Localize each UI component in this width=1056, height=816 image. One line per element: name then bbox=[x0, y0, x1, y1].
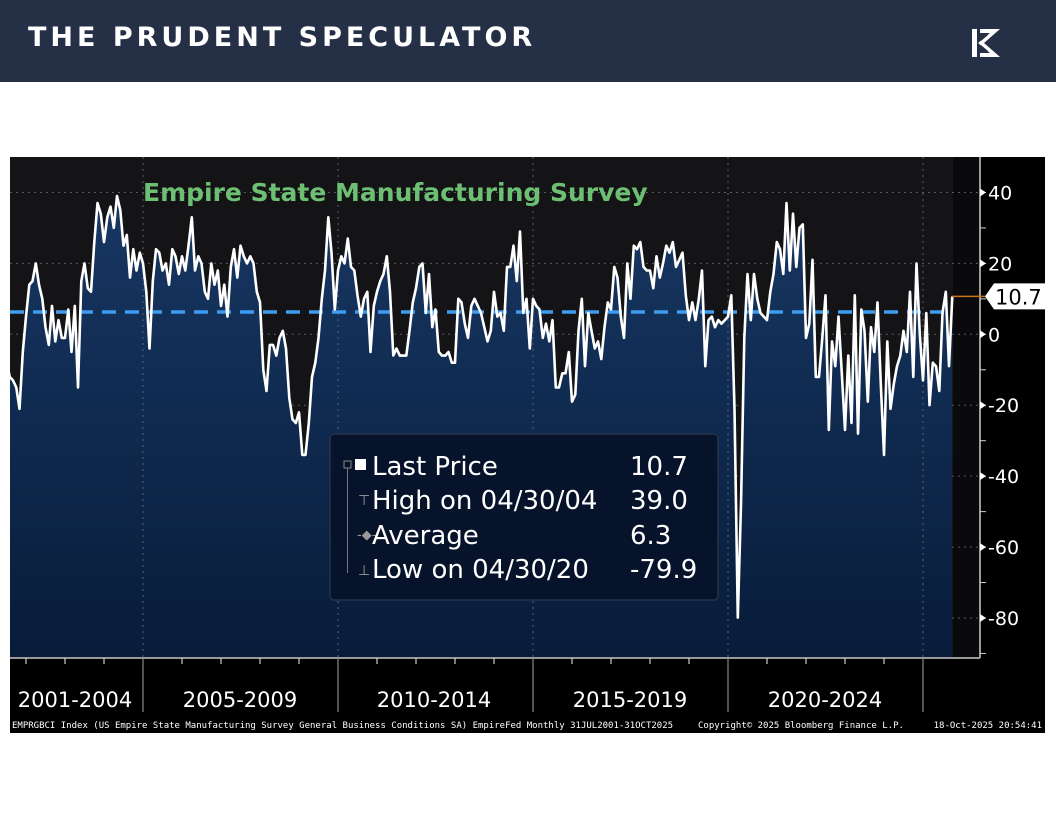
x-group-label-2005-2009: 2005-2009 bbox=[183, 688, 297, 712]
y-tick-marker bbox=[980, 401, 986, 410]
x-group-label-2020-2024: 2020-2024 bbox=[768, 688, 882, 712]
y-tick-label: 0 bbox=[988, 324, 1000, 346]
chart-title: Empire State Manufacturing Survey bbox=[143, 178, 648, 207]
legend-low-value: -79.9 bbox=[630, 555, 697, 585]
y-tick-label: 20 bbox=[988, 253, 1012, 275]
series-line bbox=[10, 194, 954, 619]
y-tick-marker bbox=[980, 613, 986, 622]
header-bar: THE PRUDENT SPECULATOR bbox=[0, 0, 1056, 82]
plot-future-area bbox=[953, 157, 980, 657]
legend-box: Last Price 10.7 ⊤ High on 04/30/04 39.0 … bbox=[329, 433, 719, 601]
y-tick-label: -20 bbox=[988, 395, 1019, 417]
y-tick-label: 40 bbox=[988, 182, 1012, 204]
y-tick-label: -80 bbox=[988, 608, 1019, 630]
y-tick-marker bbox=[980, 259, 986, 268]
last-price-square-icon bbox=[355, 459, 366, 470]
y-tick-marker bbox=[980, 472, 986, 481]
brand-title: THE PRUDENT SPECULATOR bbox=[28, 22, 537, 53]
x-group-label-2010-2014: 2010-2014 bbox=[377, 688, 491, 712]
y-axis-ticks: 40 20 0 -20 -40 -60 -80 bbox=[980, 182, 1019, 654]
y-tick-marker bbox=[980, 330, 986, 339]
high-marker-icon: ⊤ bbox=[358, 493, 370, 509]
x-axis-ticks bbox=[25, 658, 924, 712]
y-tick-label: -40 bbox=[988, 466, 1019, 488]
footer-timestamp: 18-Oct-2025 20:54:41 bbox=[934, 721, 1042, 731]
legend-high-label: High on 04/30/04 bbox=[372, 486, 597, 516]
legend-high-value: 39.0 bbox=[630, 486, 688, 516]
low-marker-icon: ⊥ bbox=[358, 563, 370, 579]
last-value-tag: 10.7 bbox=[985, 283, 1045, 310]
y-tick-marker bbox=[980, 188, 986, 197]
footer-source: EMPRGBCI Index (US Empire State Manufact… bbox=[12, 721, 673, 731]
average-marker-icon: -◆- bbox=[357, 528, 377, 543]
k-chevron-logo-icon bbox=[972, 29, 1000, 57]
last-value-label: 10.7 bbox=[995, 285, 1042, 309]
legend-low-label: Low on 04/30/20 bbox=[372, 555, 589, 585]
y-tick-marker bbox=[980, 543, 986, 552]
bloomberg-chart: Empire State Manufacturing Survey Last P… bbox=[10, 157, 1045, 733]
legend-average-value: 6.3 bbox=[630, 521, 671, 551]
footer-copyright: Copyright© 2025 Bloomberg Finance L.P. bbox=[698, 721, 904, 731]
legend-average-label: Average bbox=[372, 521, 479, 551]
y-tick-label: -60 bbox=[988, 537, 1019, 559]
chart-svg: Empire State Manufacturing Survey Last P… bbox=[10, 157, 1045, 731]
legend-last-price-value: 10.7 bbox=[630, 452, 688, 482]
x-group-label-2001-2004: 2001-2004 bbox=[18, 688, 132, 712]
legend-last-price-label: Last Price bbox=[372, 452, 498, 482]
x-group-label-2015-2019: 2015-2019 bbox=[573, 688, 687, 712]
